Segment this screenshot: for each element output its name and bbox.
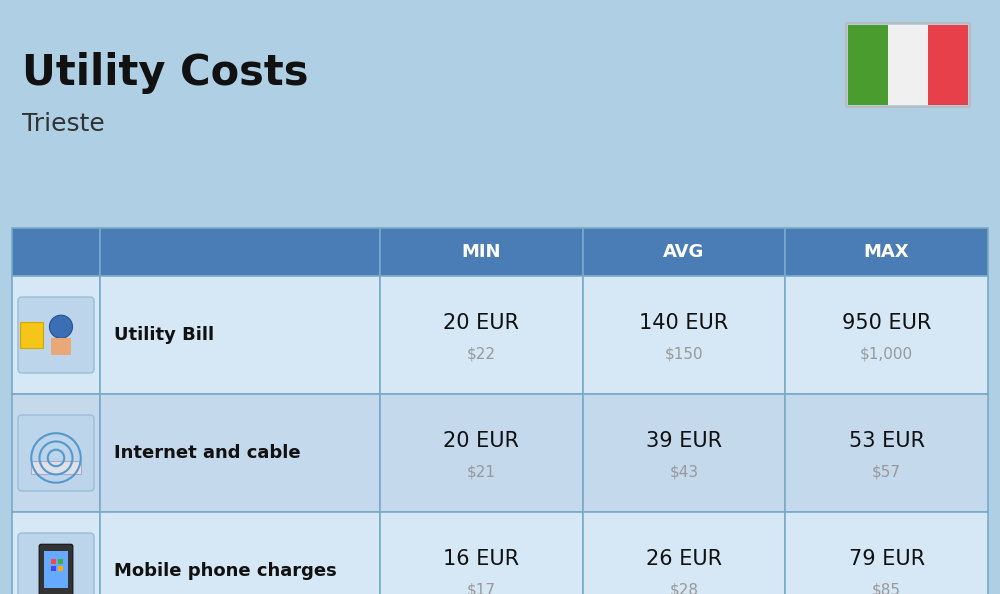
FancyBboxPatch shape xyxy=(18,415,94,491)
Bar xyxy=(380,228,583,276)
Text: 16 EUR: 16 EUR xyxy=(443,549,519,569)
Text: $22: $22 xyxy=(467,346,496,361)
Text: $43: $43 xyxy=(669,465,699,479)
FancyBboxPatch shape xyxy=(39,544,73,594)
Bar xyxy=(12,228,100,276)
Bar xyxy=(785,276,988,394)
Bar xyxy=(785,394,988,512)
Text: $57: $57 xyxy=(872,465,901,479)
Bar xyxy=(100,394,380,512)
Text: Mobile phone charges: Mobile phone charges xyxy=(114,562,337,580)
Text: $150: $150 xyxy=(665,346,703,361)
Bar xyxy=(58,560,63,564)
Bar xyxy=(583,276,785,394)
Bar xyxy=(51,560,56,564)
Bar xyxy=(928,25,968,105)
Bar xyxy=(100,512,380,594)
Bar xyxy=(100,276,380,394)
Text: Utility Bill: Utility Bill xyxy=(114,326,214,344)
Text: Internet and cable: Internet and cable xyxy=(114,444,301,462)
Bar xyxy=(785,228,988,276)
Text: $85: $85 xyxy=(872,582,901,594)
Text: 140 EUR: 140 EUR xyxy=(639,313,729,333)
Text: $1,000: $1,000 xyxy=(860,346,913,361)
Bar xyxy=(785,512,988,594)
Bar xyxy=(51,339,71,355)
Bar xyxy=(100,228,380,276)
Bar xyxy=(58,566,63,571)
Bar xyxy=(380,394,583,512)
Text: MIN: MIN xyxy=(462,243,501,261)
Circle shape xyxy=(49,315,72,339)
Text: 53 EUR: 53 EUR xyxy=(849,431,925,451)
Text: 950 EUR: 950 EUR xyxy=(842,313,931,333)
Text: 26 EUR: 26 EUR xyxy=(646,549,722,569)
Text: MAX: MAX xyxy=(864,243,909,261)
Bar xyxy=(44,551,68,587)
Text: $17: $17 xyxy=(467,582,496,594)
Bar xyxy=(583,512,785,594)
Bar xyxy=(848,25,888,105)
Text: 79 EUR: 79 EUR xyxy=(849,549,925,569)
FancyBboxPatch shape xyxy=(18,297,94,373)
Text: 20 EUR: 20 EUR xyxy=(443,313,519,333)
Bar xyxy=(380,512,583,594)
Bar xyxy=(51,566,56,571)
Text: $21: $21 xyxy=(467,465,496,479)
FancyBboxPatch shape xyxy=(18,533,94,594)
Bar xyxy=(31,462,81,475)
Text: AVG: AVG xyxy=(663,243,705,261)
Text: $28: $28 xyxy=(670,582,698,594)
Bar xyxy=(380,276,583,394)
Bar xyxy=(12,394,100,512)
Bar xyxy=(583,228,785,276)
Text: 20 EUR: 20 EUR xyxy=(443,431,519,451)
Text: Trieste: Trieste xyxy=(22,112,105,136)
Bar xyxy=(583,394,785,512)
Bar xyxy=(888,25,928,105)
Bar xyxy=(12,512,100,594)
Text: Utility Costs: Utility Costs xyxy=(22,52,308,94)
Text: 39 EUR: 39 EUR xyxy=(646,431,722,451)
Bar xyxy=(20,322,43,348)
Bar xyxy=(12,276,100,394)
